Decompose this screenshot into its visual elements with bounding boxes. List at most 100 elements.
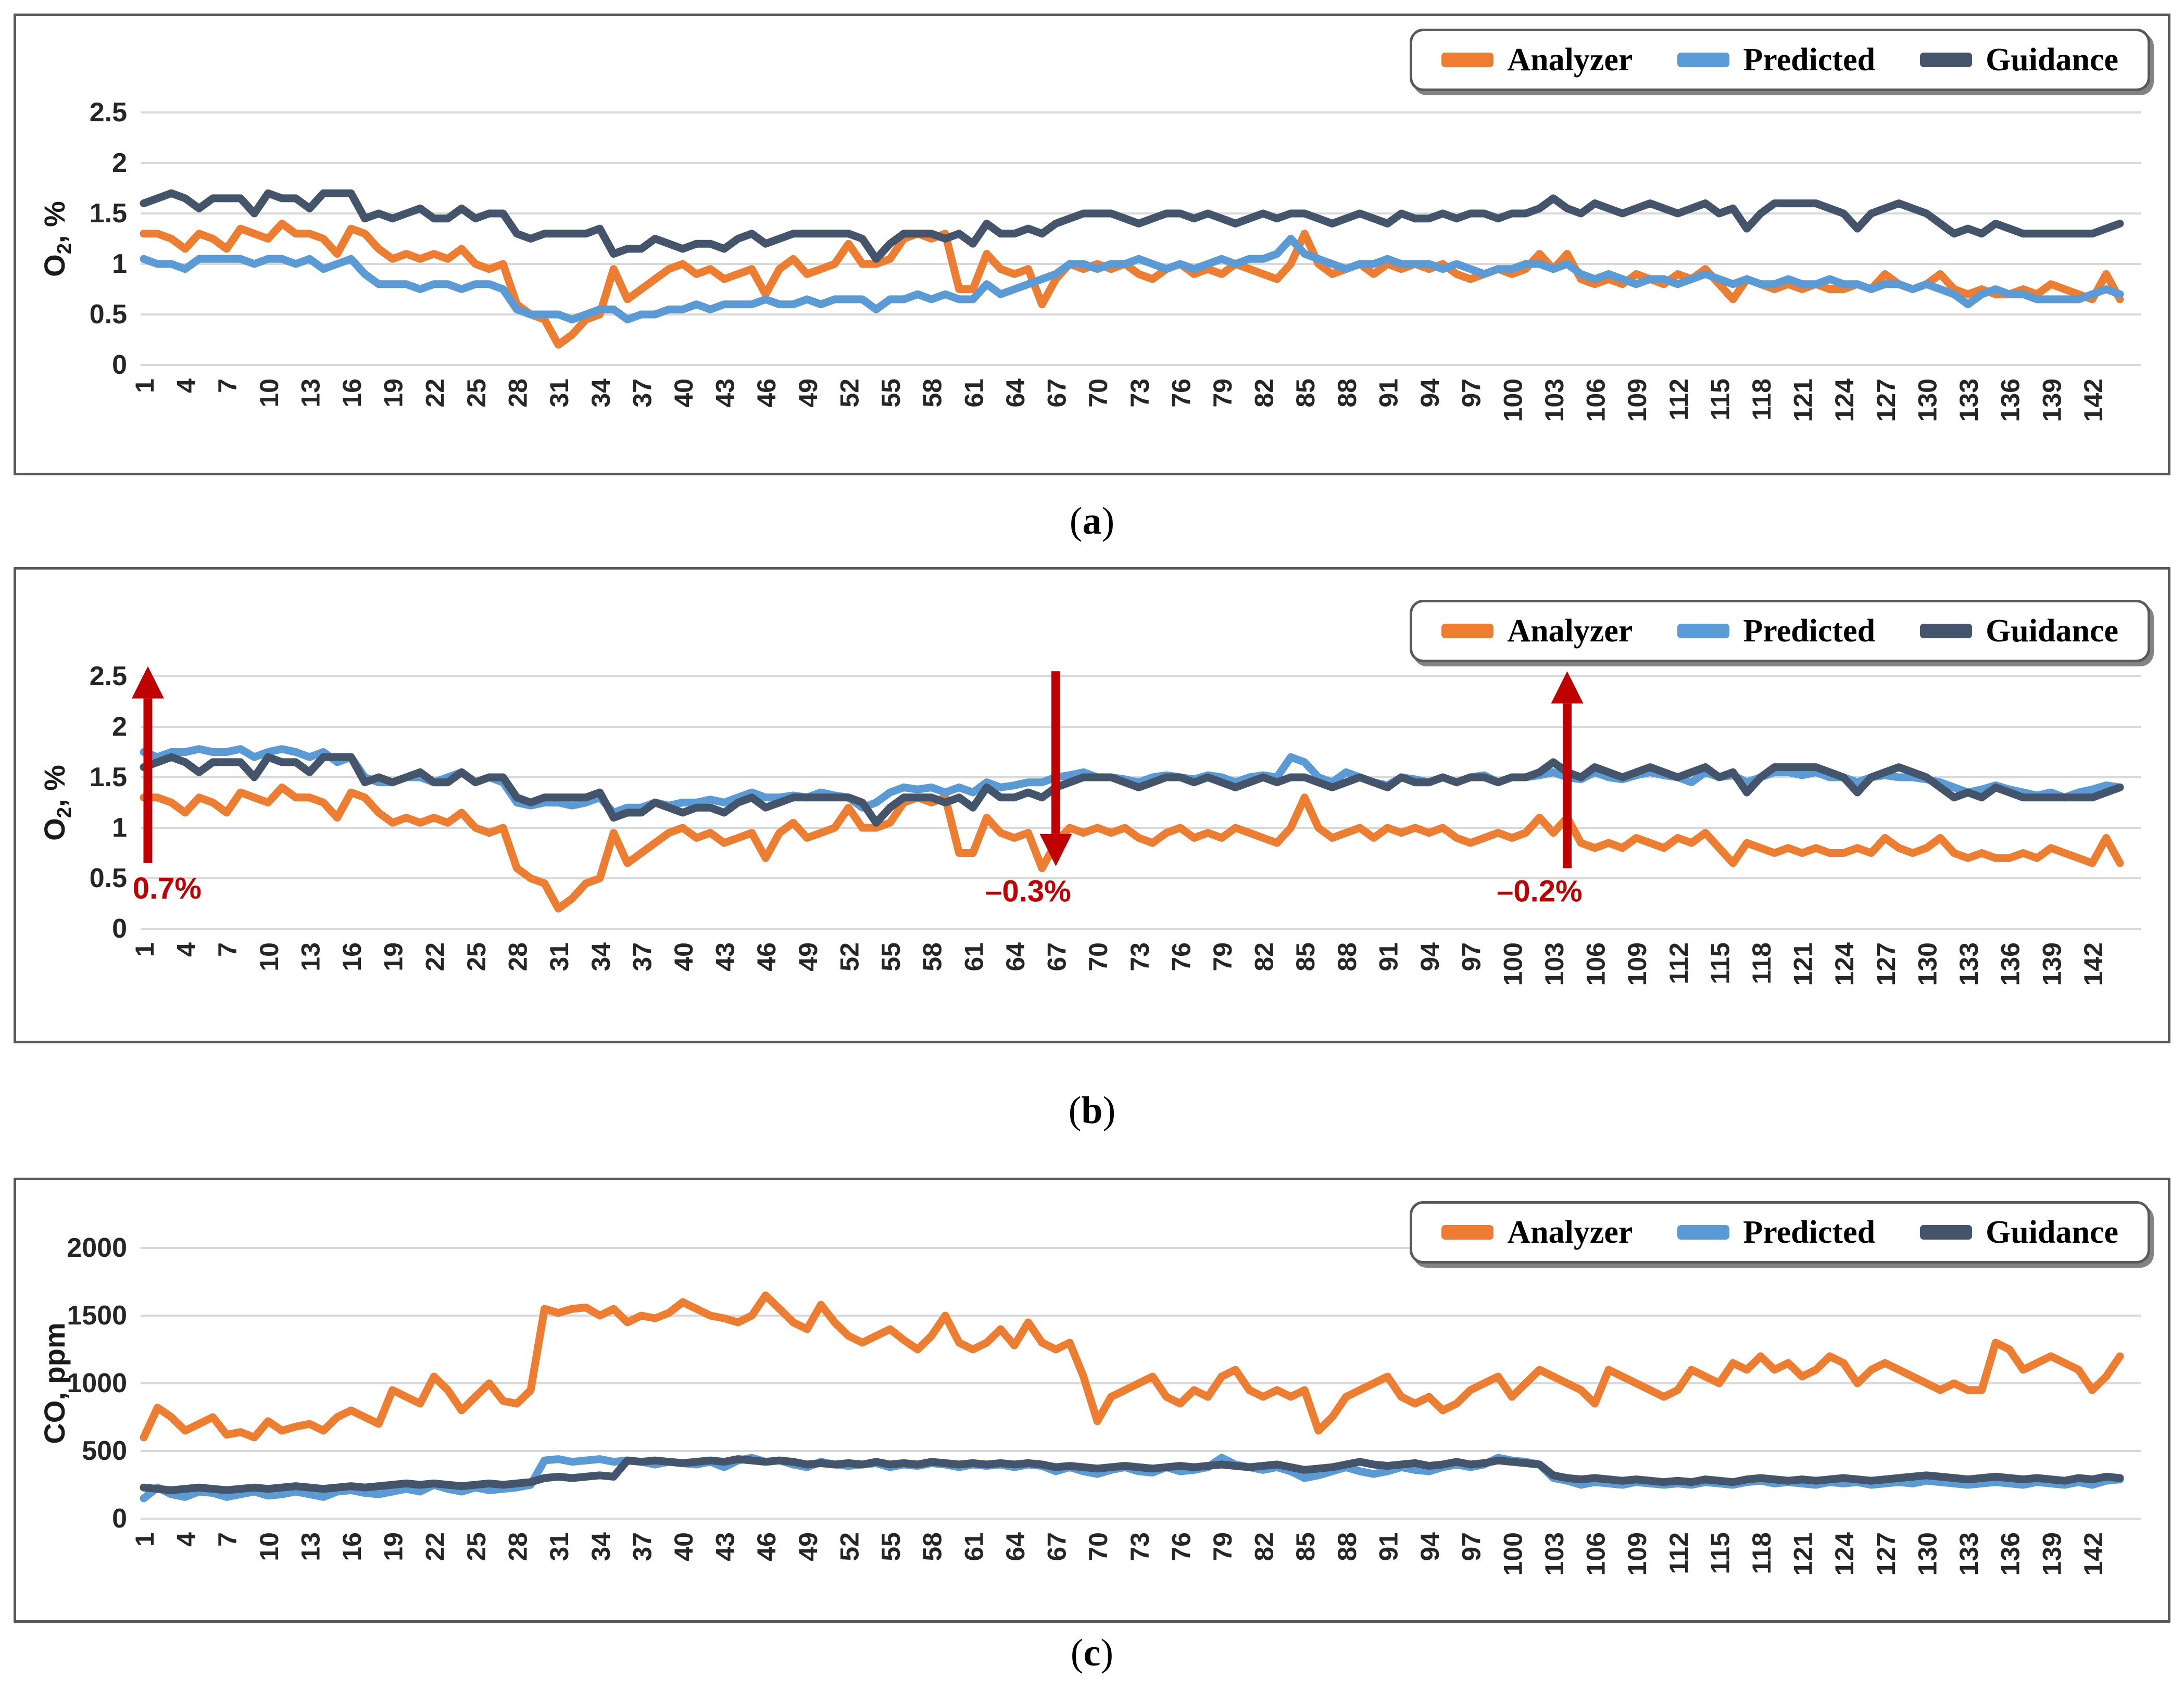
x-tick-label: 55	[876, 378, 906, 408]
x-tick-label: 124	[1830, 378, 1859, 422]
x-tick-label: 97	[1457, 942, 1486, 971]
x-tick-label: 25	[462, 942, 491, 971]
x-tick-label: 136	[1996, 942, 2025, 986]
legend-item-analyzer: Analyzer	[1441, 44, 1633, 76]
x-tick-label: 127	[1872, 1532, 1901, 1575]
x-tick-label: 25	[462, 378, 491, 408]
x-tick-label: 85	[1291, 1532, 1320, 1561]
x-tick-label: 70	[1084, 942, 1113, 971]
x-tick-label: 139	[2037, 378, 2066, 422]
annotation-label: 0.7%	[133, 872, 202, 905]
y-tick-label: 0.5	[90, 863, 127, 893]
x-tick-label: 43	[711, 1532, 740, 1561]
legend-label: Guidance	[1986, 1215, 2118, 1250]
legend-item-predicted: Predicted	[1677, 1216, 1875, 1248]
x-tick-label: 52	[835, 942, 864, 971]
x-tick-label: 133	[1954, 1532, 1984, 1575]
y-tick-label: 1000	[67, 1368, 127, 1398]
x-tick-label: 7	[213, 942, 242, 957]
y-tick-label: 0	[112, 914, 127, 944]
guidance-swatch-icon	[1920, 1225, 1973, 1240]
x-tick-label: 100	[1498, 1532, 1527, 1575]
x-tick-label: 43	[711, 942, 740, 971]
legend-item-guidance: Guidance	[1920, 44, 2118, 76]
predicted-swatch-icon	[1677, 624, 1730, 638]
legend-label: Predicted	[1743, 1215, 1876, 1250]
legend-item-guidance: Guidance	[1920, 1216, 2118, 1248]
x-tick-label: 49	[794, 1532, 823, 1561]
x-tick-label: 25	[462, 1532, 491, 1561]
x-tick-label: 64	[1001, 1532, 1030, 1561]
x-tick-label: 79	[1208, 942, 1237, 971]
x-tick-label: 133	[1954, 942, 1984, 986]
x-tick-label: 19	[379, 378, 408, 408]
x-tick-label: 106	[1581, 378, 1611, 422]
x-tick-label: 124	[1830, 942, 1859, 986]
x-tick-label: 130	[1913, 378, 1942, 422]
x-tick-label: 58	[918, 378, 947, 408]
x-tick-label: 55	[876, 1532, 906, 1561]
panel-b: 0 0.5 1 1.5 2 2.5 1 4 7 10 13 16 19 22 25 28 31 34 37 40 43 4…	[14, 567, 2170, 1043]
x-tick-label: 94	[1415, 1532, 1445, 1561]
x-tick-label: 49	[794, 378, 823, 408]
x-tick-label: 46	[752, 942, 781, 971]
chart-a-canvas: 00.511.522.51 4 7 10 13 16 19 22 25 28 31 34 37 40 43 4…	[90, 97, 2141, 422]
x-tick-label: 112	[1664, 1532, 1693, 1574]
x-tick-label: 121	[1789, 1532, 1818, 1575]
y-tick-label: 2.5	[90, 97, 127, 128]
y-axis-title-a: O2, %	[37, 201, 76, 277]
x-tick-label: 103	[1540, 378, 1569, 422]
x-tick-label: 130	[1913, 1532, 1942, 1575]
legend-item-predicted: Predicted	[1677, 44, 1875, 76]
caption-a: (a)	[1069, 499, 1115, 542]
y-tick-label: 1.5	[90, 198, 127, 229]
panel-a: 0 0.5 1 1.5 2 2.5 1 4 7 10 13 16 19 22 25 28 31 34 37 40 43 4…	[14, 14, 2170, 475]
chart-b-canvas: 00.511.522.51 4 7 10 13 16 19 22 25 28 31 34 37 40 43 4…	[90, 661, 2141, 986]
series-guidance-line	[140, 189, 2124, 263]
x-tick-label: 19	[379, 1532, 408, 1561]
x-tick-label: 67	[1043, 378, 1072, 408]
x-tick-label: 16	[337, 1532, 367, 1561]
x-tick-label: 10	[255, 1532, 284, 1561]
legend-item-predicted: Predicted	[1677, 615, 1875, 647]
x-tick-label: 49	[794, 942, 823, 971]
x-tick-label: 127	[1872, 378, 1901, 422]
y-tick-label: 1.5	[90, 762, 127, 792]
x-tick-label: 34	[586, 378, 616, 408]
x-tick-label: 97	[1457, 378, 1486, 408]
x-tick-label: 97	[1457, 1532, 1486, 1561]
x-tick-label: 88	[1333, 942, 1362, 971]
x-tick-label: 91	[1374, 1532, 1403, 1561]
x-tick-label: 31	[545, 1532, 574, 1561]
x-tick-label: 22	[420, 942, 449, 971]
guidance-swatch-icon	[1920, 624, 1973, 638]
x-tick-label: 112	[1664, 378, 1693, 421]
x-tick-label: 115	[1705, 378, 1735, 421]
y-tick-label: 2000	[67, 1233, 127, 1263]
y-tick-label: 500	[82, 1436, 127, 1466]
x-tick-label: 142	[2079, 942, 2108, 986]
x-tick-label: 73	[1125, 942, 1154, 971]
y-tick-label: 2	[112, 148, 127, 178]
x-tick-label: 124	[1830, 1532, 1859, 1576]
x-tick-label: 109	[1623, 1532, 1652, 1575]
arrowhead-icon	[131, 666, 164, 699]
x-tick-label: 52	[835, 1532, 864, 1561]
x-tick-label: 121	[1789, 378, 1818, 422]
x-tick-label: 94	[1415, 378, 1445, 408]
x-tick-label: 61	[959, 1532, 988, 1561]
legend-label: Analyzer	[1507, 613, 1633, 649]
x-tick-label: 133	[1954, 378, 1984, 422]
x-tick-label: 37	[627, 1532, 657, 1561]
legend-label: Predicted	[1743, 613, 1876, 649]
x-tick-label: 94	[1415, 942, 1445, 971]
caption-b: (b)	[1068, 1089, 1116, 1132]
arrowhead-icon	[1551, 671, 1584, 704]
x-tick-label: 136	[1996, 378, 2025, 422]
x-tick-label: 142	[2079, 1532, 2108, 1575]
legend-label: Guidance	[1986, 42, 2118, 78]
x-tick-label: 121	[1789, 942, 1818, 986]
x-tick-label: 67	[1043, 1532, 1072, 1561]
x-tick-label: 73	[1125, 1532, 1154, 1561]
